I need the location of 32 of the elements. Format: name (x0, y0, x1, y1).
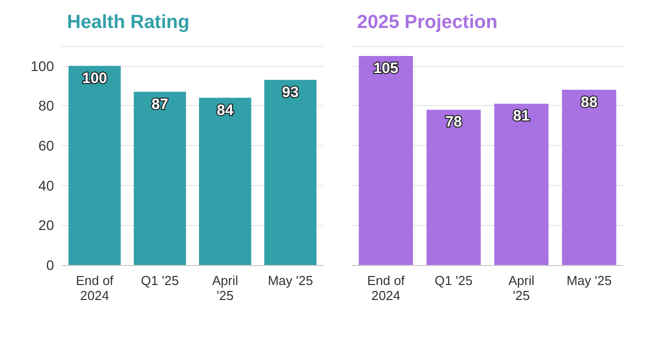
data-label: 105 (373, 60, 398, 77)
y-tick-label: 100 (30, 58, 54, 74)
x-tick-label: April '25 (212, 273, 238, 303)
y-tick-label: 40 (38, 177, 54, 194)
x-tick-label: April '25 (508, 273, 534, 303)
y-tick-label: 20 (38, 217, 54, 234)
data-label: 78 (445, 114, 462, 131)
x-tick-label: End of 2024 (76, 273, 114, 303)
bar (264, 80, 316, 265)
bar (68, 66, 121, 265)
x-tick-label: May '25 (268, 273, 313, 288)
data-label: 100 (82, 70, 108, 87)
bar (358, 56, 413, 265)
bar (562, 90, 616, 265)
data-label: 84 (216, 102, 234, 119)
x-tick-label: Q1 '25 (140, 273, 179, 288)
y-tick-label: 60 (38, 138, 54, 154)
y-tick-label: 80 (38, 98, 54, 114)
x-tick-label: May '25 (566, 273, 612, 288)
data-label: 88 (580, 94, 598, 111)
bar (426, 110, 481, 265)
bar (134, 92, 186, 265)
data-label: 87 (152, 96, 168, 113)
x-tick-label: End of 2024 (367, 273, 406, 303)
bar (494, 104, 548, 265)
y-tick-label: 0 (46, 257, 54, 273)
x-tick-label: Q1 '25 (434, 273, 473, 288)
chart-title: 2025 Projection (357, 12, 498, 33)
data-label: 81 (513, 108, 530, 125)
chart-title: Health Rating (67, 12, 190, 33)
bar (199, 98, 252, 265)
data-label: 93 (282, 84, 299, 101)
